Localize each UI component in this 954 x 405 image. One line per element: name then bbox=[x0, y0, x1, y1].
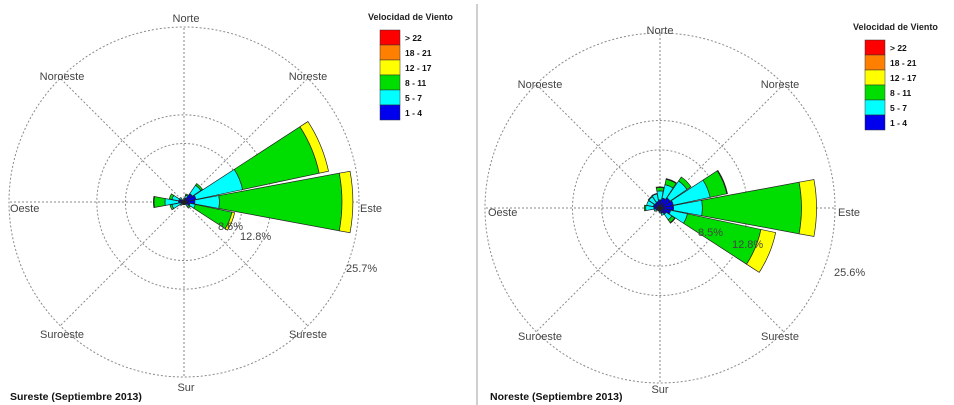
legend-swatch bbox=[864, 84, 886, 101]
legend-label: 1 - 4 bbox=[890, 118, 907, 128]
rose-petal-segment bbox=[655, 186, 665, 189]
rose-spoke bbox=[535, 83, 661, 209]
legend-label: 8 - 11 bbox=[890, 88, 912, 98]
ring-label: 8.6% bbox=[218, 221, 243, 233]
rose-petals bbox=[153, 121, 354, 234]
rose-spoke bbox=[183, 77, 309, 203]
legend-swatch bbox=[379, 44, 401, 61]
rose-petal-segment bbox=[669, 217, 676, 224]
legend-swatch bbox=[379, 89, 401, 106]
legend-title: Velocidad de Viento bbox=[368, 12, 453, 22]
legend-swatch bbox=[379, 74, 401, 91]
direction-label-noreste: Noreste bbox=[761, 79, 800, 91]
direction-label-oeste: Oeste bbox=[488, 207, 517, 219]
rose-petal-segment bbox=[168, 193, 175, 200]
rose-petal-segment bbox=[651, 192, 658, 197]
direction-label-oeste: Oeste bbox=[10, 203, 39, 215]
legend-swatch bbox=[864, 99, 886, 116]
legend-label: 5 - 7 bbox=[405, 93, 422, 103]
legend-swatch bbox=[864, 39, 886, 56]
rose-petal-segment bbox=[647, 195, 653, 201]
rose-petal-segment bbox=[678, 176, 692, 190]
rose-petal-segment bbox=[746, 229, 777, 273]
ring-label: 12.8% bbox=[732, 239, 763, 251]
ring-label: 25.7% bbox=[346, 263, 377, 275]
legend-label: > 22 bbox=[890, 43, 907, 53]
legend-swatch bbox=[379, 104, 401, 121]
direction-label-suroeste: Suroeste bbox=[40, 329, 84, 341]
legend-label: 1 - 4 bbox=[405, 108, 422, 118]
rose-petal-segment bbox=[153, 196, 166, 208]
chart-caption: Sureste (Septiembre 2013) bbox=[10, 391, 142, 403]
rose-petal-segment bbox=[660, 212, 665, 216]
rose-ring bbox=[484, 32, 836, 384]
direction-label-norte: Norte bbox=[647, 25, 674, 37]
rose-spoke bbox=[59, 201, 185, 327]
wind-rose-chart-noreste: Norte Noreste Este Sureste Sur Suroeste Oeste N… bbox=[484, 22, 938, 403]
legend-label: 8 - 11 bbox=[405, 78, 427, 88]
legend-label: 18 - 21 bbox=[890, 58, 917, 68]
rose-ring bbox=[8, 26, 360, 378]
rose-petal-segment bbox=[153, 196, 155, 208]
rose-petal-segment bbox=[646, 200, 655, 207]
ring-label: 12.8% bbox=[240, 231, 271, 243]
legend-title: Velocidad de Viento bbox=[853, 22, 938, 32]
chart-caption: Noreste (Septiembre 2013) bbox=[490, 391, 622, 403]
legend-label: 12 - 17 bbox=[405, 63, 432, 73]
direction-label-noroeste: Noroeste bbox=[40, 71, 85, 83]
rose-petals bbox=[643, 169, 817, 273]
rose-petal-segment bbox=[299, 121, 329, 174]
direction-label-sureste: Sureste bbox=[761, 331, 799, 343]
legend: Velocidad de Viento > 22 18 - 21 12 - 17 8 -… bbox=[853, 22, 938, 131]
legend-label: 12 - 17 bbox=[890, 73, 917, 83]
rose-petal-segment bbox=[643, 204, 647, 212]
rose-petal-segment bbox=[716, 169, 728, 195]
direction-label-sur: Sur bbox=[177, 382, 194, 394]
rose-spoke bbox=[183, 201, 309, 327]
direction-label-noreste: Noreste bbox=[289, 71, 328, 83]
rose-petal-segment bbox=[169, 204, 175, 211]
rose-spoke bbox=[535, 207, 661, 333]
wind-rose-chart-sureste: Norte Noreste Este Sureste Sur Suroeste Oeste N… bbox=[8, 12, 453, 403]
direction-label-este: Este bbox=[838, 207, 860, 219]
legend: Velocidad de Viento > 22 18 - 21 12 - 17 8 -… bbox=[368, 12, 453, 121]
legend-swatch bbox=[864, 69, 886, 86]
legend-label: > 22 bbox=[405, 33, 422, 43]
rose-petal-segment bbox=[798, 179, 817, 237]
rose-petal-segment bbox=[655, 187, 665, 192]
legend-swatch bbox=[864, 54, 886, 71]
wind-rose-panel-noreste: Norte Noreste Este Sureste Sur Suroeste Oeste N… bbox=[480, 0, 954, 405]
direction-label-norte: Norte bbox=[173, 13, 200, 25]
legend-label: 18 - 21 bbox=[405, 48, 432, 58]
legend-label: 5 - 7 bbox=[890, 103, 907, 113]
rose-petal-segment bbox=[186, 204, 191, 209]
ring-label: 25.6% bbox=[834, 267, 865, 279]
rose-petal-segment bbox=[224, 211, 236, 231]
direction-label-este: Este bbox=[360, 203, 382, 215]
direction-label-suroeste: Suroeste bbox=[518, 331, 562, 343]
rose-spoke bbox=[659, 207, 785, 333]
rose-petal-segment bbox=[195, 182, 204, 191]
rose-spoke bbox=[59, 77, 185, 203]
legend-swatch bbox=[864, 114, 886, 131]
ring-label: 8.5% bbox=[698, 227, 723, 239]
rose-petal-segment bbox=[179, 197, 183, 201]
wind-rose-panel-sureste: Norte Noreste Este Sureste Sur Suroeste Oeste N… bbox=[0, 0, 476, 405]
direction-label-sureste: Sureste bbox=[289, 329, 327, 341]
legend-swatch bbox=[379, 29, 401, 46]
rose-petal-segment bbox=[182, 199, 185, 202]
direction-label-noroeste: Noroeste bbox=[518, 79, 563, 91]
rose-petal-segment bbox=[665, 178, 677, 184]
direction-label-sur: Sur bbox=[651, 384, 668, 396]
rose-petal-segment bbox=[338, 170, 354, 234]
panel-divider bbox=[476, 4, 478, 405]
legend-swatch bbox=[379, 59, 401, 76]
